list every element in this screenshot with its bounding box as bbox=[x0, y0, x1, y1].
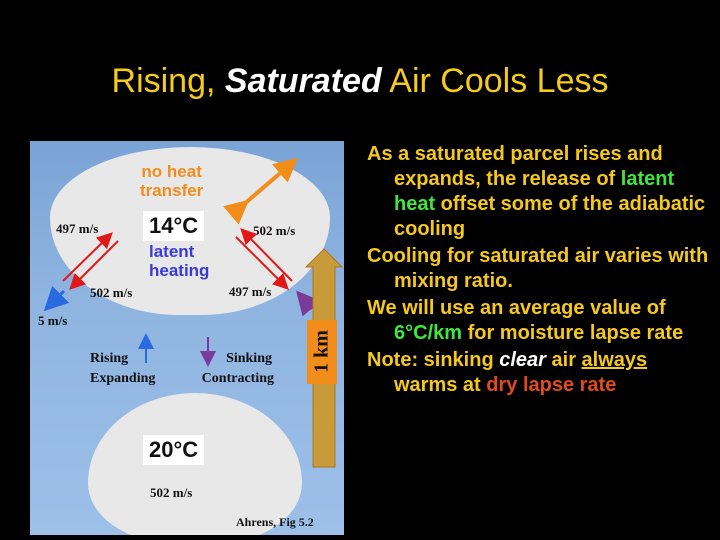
contracting-text: Contracting bbox=[201, 371, 274, 386]
bullet-3-rate: 6°C/km bbox=[394, 322, 463, 344]
slide-title: Rising, Saturated Air Cools Less bbox=[0, 62, 720, 101]
arrow-left-out bbox=[69, 240, 119, 290]
bullet-4-dry-lapse: dry lapse rate bbox=[486, 374, 617, 396]
arrow-right-purple bbox=[296, 290, 321, 317]
no-heat-arrow bbox=[223, 157, 299, 225]
label-497-left: 497 m/s bbox=[56, 221, 99, 236]
arrow-right-out bbox=[240, 228, 293, 282]
expanding-text: Expanding bbox=[90, 371, 156, 386]
sinking-contracting-label: Sinking Contracting bbox=[192, 349, 274, 389]
title-part3: Air Cools Less bbox=[381, 62, 609, 100]
arrow-right-in bbox=[235, 236, 289, 290]
title-part1: Rising, bbox=[111, 62, 225, 100]
label-502-right: 502 m/s bbox=[253, 223, 296, 238]
sinking-text: Sinking bbox=[226, 351, 272, 366]
latent-heating-label: latent heating bbox=[149, 242, 209, 280]
label-502-left: 502 m/s bbox=[90, 285, 133, 300]
bullet-4: Note: sinking clear air always warms at … bbox=[367, 348, 712, 398]
latent-line1: latent bbox=[149, 242, 195, 261]
label-5: 5 m/s bbox=[38, 313, 68, 328]
bullet-4-text-a: Note: sinking bbox=[367, 349, 500, 371]
label-502-bottom: 502 m/s bbox=[150, 485, 193, 500]
bullet-1-text-b: offset some of the adiabatic cooling bbox=[394, 193, 706, 240]
title-emphasis: Saturated bbox=[224, 62, 382, 100]
bullet-1-latent-heat: latent heat bbox=[394, 168, 675, 215]
arrow-left-in bbox=[62, 232, 113, 282]
figure-arrows bbox=[43, 157, 344, 468]
no-heat-transfer-label: no heat transfer bbox=[140, 162, 203, 200]
km-label: 1 km bbox=[310, 330, 333, 373]
rising-text: Rising bbox=[90, 351, 129, 366]
km-label-box: 1 km bbox=[307, 320, 337, 384]
bullet-3-text-b: for moisture lapse rate bbox=[462, 322, 684, 344]
bullet-2-text: Cooling for saturated air varies with mi… bbox=[367, 245, 709, 292]
bullet-4-clear: clear bbox=[499, 349, 546, 371]
bullet-4-text-c: warms at bbox=[394, 374, 487, 396]
latent-line2: heating bbox=[149, 261, 210, 280]
bullet-3-text-a: We will use an average value of bbox=[367, 297, 666, 319]
figure-credit: Ahrens, Fig 5.2 bbox=[236, 515, 314, 529]
rising-expanding-label: Rising Expanding bbox=[90, 349, 155, 389]
no-heat-line1: no heat bbox=[141, 162, 202, 181]
bullet-1-text-a: As a saturated parcel rises and expands,… bbox=[367, 143, 663, 190]
bullet-1: As a saturated parcel rises and expands,… bbox=[367, 142, 712, 242]
arrow-left-blue bbox=[43, 285, 70, 312]
bullet-4-text-b: air bbox=[545, 349, 582, 371]
no-heat-line2: transfer bbox=[140, 181, 204, 200]
temp-top: 14°C bbox=[143, 211, 205, 241]
bullet-4-always: always bbox=[581, 349, 648, 371]
temp-bottom: 20°C bbox=[143, 435, 205, 465]
bullet-3: We will use an average value of 6°C/km f… bbox=[367, 296, 712, 346]
label-497-right: 497 m/s bbox=[229, 284, 272, 299]
bullet-list: As a saturated parcel rises and expands,… bbox=[367, 142, 712, 400]
bullet-2: Cooling for saturated air varies with mi… bbox=[367, 244, 712, 294]
